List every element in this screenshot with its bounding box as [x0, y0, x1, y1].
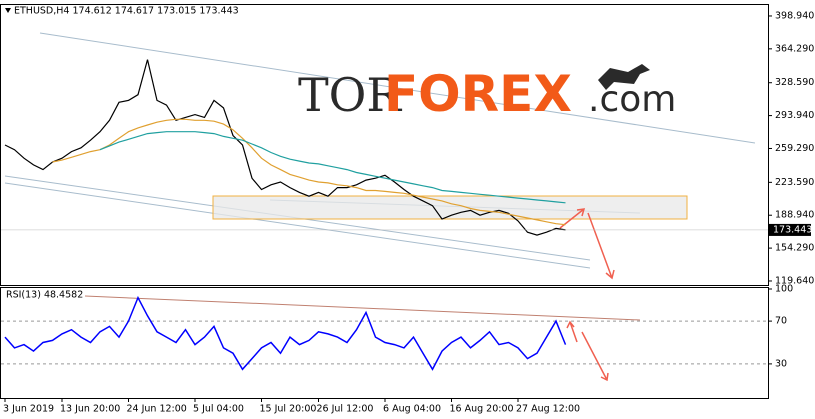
x-tick-label: 24 Jun 12:00 [127, 404, 187, 415]
y-tick-label: 30 [775, 358, 787, 369]
series-line [4, 295, 567, 371]
y-tick-label: 364.290 [775, 43, 814, 54]
last-price-box [769, 223, 811, 236]
y-tick-label: 119.640 [775, 275, 814, 286]
y-tick-label: 328.590 [775, 77, 814, 88]
y-tick-label: 293.940 [775, 110, 814, 121]
x-tick-label: 6 Aug 04:00 [383, 404, 441, 415]
y-tick-label: 70 [775, 316, 787, 327]
menu-icon [5, 8, 11, 13]
rsi-header: RSI(13) 48.4582 [6, 290, 83, 301]
logo-forex: FOREX [384, 65, 572, 123]
x-tick-label: 27 Aug 12:00 [516, 404, 580, 415]
x-tick-label: 16 Aug 20:00 [450, 404, 514, 415]
forecast-arrows [559, 208, 615, 382]
series-line [52, 118, 566, 226]
x-tick-label: 26 Jul 12:00 [317, 404, 374, 415]
series-line [99, 131, 566, 204]
y-tick-label: 100 [775, 284, 793, 295]
y-tick-label: 398.940 [775, 10, 814, 21]
rsi-trendline [84, 295, 641, 321]
y-tick-label: 223.590 [775, 177, 814, 188]
x-tick-label: 15 Jul 20:00 [260, 404, 317, 415]
x-tick-label: 5 Jul 04:00 [193, 404, 244, 415]
price-frame [0, 4, 769, 286]
last-price-label: 173.443 [773, 224, 812, 235]
x-tick-label: 3 Jun 2019 [3, 404, 54, 415]
channel-line [4, 182, 591, 269]
x-tick-label: 13 Jun 20:00 [60, 404, 120, 415]
y-tick-label: 154.290 [775, 243, 814, 254]
y-tick-label: 259.290 [775, 143, 814, 154]
channel-line [39, 32, 756, 144]
logo-tor: TOR [298, 68, 402, 122]
price-header: ETHUSD,H4 174.612 174.617 173.015 173.44… [14, 6, 239, 17]
logo-bull [598, 64, 650, 90]
series-line [4, 59, 566, 236]
logo-com: .com [588, 79, 676, 120]
y-tick-label: 188.940 [775, 210, 814, 221]
resistance-zone [212, 195, 688, 220]
logo: TOR FOREX .com [298, 64, 676, 123]
